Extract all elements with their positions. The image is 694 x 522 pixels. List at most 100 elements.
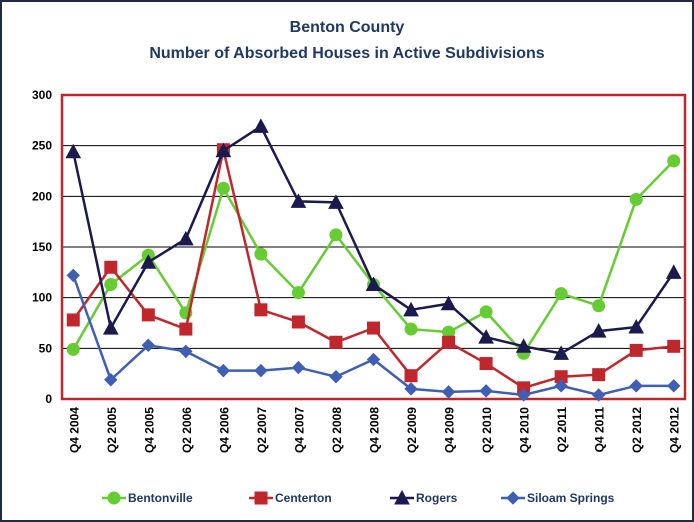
- legend-marker: [107, 491, 121, 505]
- data-point-bentonville: [291, 286, 305, 300]
- data-point-siloam-springs: [404, 382, 418, 396]
- x-tick-label: Q4 2005: [142, 407, 156, 453]
- legend-item-siloam-springs: Siloam Springs: [501, 491, 615, 505]
- x-tick-label: Q4 2011: [593, 407, 607, 453]
- data-point-bentonville: [329, 228, 343, 242]
- y-tick-label: 50: [39, 341, 53, 355]
- data-point-bentonville: [592, 299, 606, 313]
- data-point-siloam-springs: [629, 379, 643, 393]
- data-point-siloam-springs: [441, 385, 456, 399]
- data-point-rogers: [102, 320, 119, 335]
- x-tick-label: Q2 2011: [555, 407, 569, 453]
- legend-item-centerton: Centerton: [249, 491, 332, 505]
- data-point-siloam-springs: [366, 352, 381, 367]
- data-point-siloam-springs: [591, 388, 606, 402]
- data-point-rogers: [328, 194, 344, 209]
- data-point-centerton: [141, 308, 155, 322]
- chart-subtitle: Number of Absorbed Houses in Active Subd…: [149, 45, 544, 62]
- legend-item-rogers: Rogers: [390, 489, 458, 505]
- x-tick-label: Q4 2009: [443, 407, 457, 453]
- data-point-rogers: [178, 230, 194, 246]
- x-tick-label: Q2 2006: [180, 407, 194, 453]
- y-tick-label: 250: [32, 139, 52, 153]
- x-tick-label: Q4 2004: [67, 407, 81, 453]
- data-point-bentonville: [554, 287, 568, 301]
- data-point-bentonville: [254, 247, 268, 261]
- y-axis-ticks: 0 50 100 150 200 250 300: [32, 88, 52, 406]
- x-tick-label: Q2 2007: [255, 407, 269, 453]
- data-point-rogers: [478, 329, 494, 344]
- data-point-siloam-springs: [479, 384, 493, 398]
- data-point-bentonville: [479, 305, 493, 319]
- data-point-centerton: [442, 335, 456, 349]
- series-rogers: [65, 118, 682, 360]
- legend-item-bentonville: Bentonville: [102, 491, 193, 505]
- x-tick-label: Q2 2009: [405, 407, 419, 453]
- x-tick-label: Q2 2005: [105, 407, 119, 453]
- data-point-rogers: [628, 318, 645, 334]
- data-point-rogers: [515, 338, 532, 353]
- data-point-siloam-springs: [179, 344, 193, 359]
- y-tick-label: 150: [32, 240, 52, 254]
- x-tick-label: Q4 2010: [518, 407, 532, 453]
- y-tick-label: 300: [32, 88, 52, 102]
- series-layer: [65, 118, 682, 402]
- data-point-rogers: [365, 276, 382, 291]
- data-point-centerton: [592, 368, 606, 382]
- data-point-bentonville: [629, 192, 643, 206]
- data-point-bentonville: [104, 277, 118, 291]
- data-point-siloam-springs: [254, 363, 268, 378]
- data-point-centerton: [179, 322, 193, 336]
- legend-label: Rogers: [416, 491, 458, 505]
- data-point-rogers: [403, 301, 419, 317]
- data-point-bentonville: [66, 342, 80, 356]
- y-tick-label: 200: [32, 189, 52, 203]
- x-tick-label: Q2 2010: [480, 407, 494, 453]
- data-point-rogers: [665, 264, 682, 279]
- data-point-siloam-springs: [291, 360, 306, 375]
- data-point-centerton: [104, 260, 118, 274]
- data-point-siloam-springs: [66, 268, 80, 283]
- plot-area-border: [60, 93, 687, 401]
- series-line-centerton: [72, 149, 674, 390]
- data-point-rogers: [290, 193, 307, 208]
- data-point-centerton: [629, 343, 643, 357]
- data-point-centerton: [367, 321, 380, 335]
- y-tick-label: 100: [32, 291, 52, 305]
- data-point-rogers: [215, 142, 232, 158]
- data-point-centerton: [479, 357, 493, 371]
- data-point-rogers: [440, 295, 457, 311]
- x-tick-label: Q4 2008: [368, 407, 382, 453]
- x-tick-label: Q4 2006: [217, 407, 231, 453]
- data-point-centerton: [66, 313, 80, 327]
- data-point-rogers: [140, 254, 157, 269]
- legend-label: Bentonville: [128, 491, 193, 505]
- data-point-centerton: [291, 315, 305, 329]
- legend: Bentonville Centerton Rogers Siloam Springs: [102, 489, 615, 505]
- series-line-siloam-springs: [72, 274, 674, 397]
- data-point-siloam-springs: [216, 363, 231, 378]
- data-point-rogers: [65, 143, 82, 159]
- y-tick-label: 0: [45, 392, 52, 406]
- data-point-rogers: [253, 118, 269, 133]
- legend-label: Centerton: [275, 491, 332, 505]
- legend-marker: [394, 489, 410, 505]
- data-point-centerton: [329, 335, 343, 349]
- x-axis-ticks: Q4 2004 Q2 2005 Q4 2005 Q2 2006 Q4 2006 Q2 20…: [67, 407, 681, 453]
- x-tick-label: Q2 2008: [330, 407, 344, 453]
- legend-marker: [506, 491, 520, 505]
- series-siloam-springs: [66, 268, 681, 402]
- data-point-siloam-springs: [667, 379, 681, 393]
- data-point-centerton: [254, 303, 268, 317]
- data-point-siloam-springs: [516, 388, 531, 402]
- data-point-siloam-springs: [104, 373, 118, 387]
- x-tick-label: Q4 2007: [292, 407, 306, 453]
- x-tick-label: Q2 2012: [630, 407, 644, 453]
- data-point-siloam-springs: [554, 379, 568, 393]
- data-point-centerton: [404, 369, 418, 383]
- data-point-centerton: [667, 339, 681, 353]
- chart-title: Benton County: [290, 19, 405, 36]
- data-point-rogers: [590, 323, 607, 338]
